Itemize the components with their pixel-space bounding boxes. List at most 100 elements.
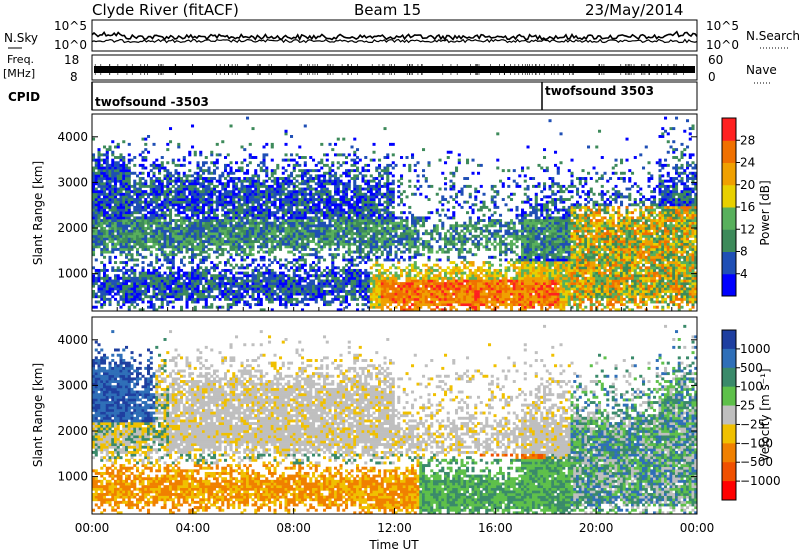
- power-cell: [339, 203, 343, 207]
- power-cell: [202, 232, 206, 236]
- power-cell: [405, 292, 409, 296]
- power-cell: [334, 255, 338, 259]
- power-cell: [169, 258, 173, 262]
- power-cell: [317, 287, 321, 291]
- power-cell: [314, 224, 318, 228]
- power-cell: [103, 229, 107, 233]
- power-cell: [169, 174, 173, 178]
- power-cell: [391, 166, 395, 170]
- power-cell: [284, 289, 288, 293]
- power-cell: [114, 247, 118, 251]
- power-cell: [224, 216, 228, 220]
- power-cell: [207, 219, 211, 222]
- power-cell: [312, 200, 316, 204]
- power-cell: [243, 226, 247, 230]
- power-cell: [331, 219, 335, 222]
- power-cell: [265, 200, 269, 204]
- power-cell: [375, 205, 379, 209]
- power-cell: [259, 216, 263, 220]
- power-cell: [339, 295, 343, 299]
- power-cell: [163, 234, 167, 238]
- power-cell: [345, 224, 349, 228]
- power-cell: [276, 276, 280, 280]
- power-cell: [185, 242, 189, 246]
- power-cell: [237, 229, 241, 233]
- power-cell: [215, 276, 219, 280]
- power-cell: [191, 221, 195, 225]
- power-cell: [133, 221, 137, 225]
- freq-tick-top: 18: [64, 53, 79, 67]
- power-cell: [254, 174, 258, 178]
- power-cell: [130, 184, 134, 188]
- power-cell: [339, 221, 343, 225]
- power-cell: [141, 226, 145, 230]
- power-cell: [171, 287, 175, 291]
- power-cell: [372, 211, 376, 215]
- power-cell: [391, 187, 395, 191]
- power-cell: [221, 289, 225, 293]
- power-cell: [358, 253, 362, 257]
- power-cell: [127, 287, 131, 291]
- power-cell: [114, 163, 118, 167]
- power-cell: [287, 292, 291, 296]
- power-cell: [166, 266, 170, 270]
- power-cell: [339, 153, 343, 157]
- power-cell: [325, 303, 329, 307]
- power-cell: [259, 274, 263, 278]
- power-cell: [259, 234, 263, 238]
- power-cell: [105, 163, 109, 167]
- power-cell: [400, 211, 404, 215]
- power-cell: [111, 237, 115, 241]
- power-cell: [221, 253, 225, 257]
- power-cell: [138, 234, 142, 238]
- power-cell: [122, 274, 126, 278]
- power-cell: [240, 219, 244, 222]
- power-cell: [191, 216, 195, 220]
- power-cell: [133, 179, 137, 183]
- power-cell: [196, 292, 200, 296]
- power-cell: [202, 208, 206, 212]
- power-cell: [389, 258, 393, 262]
- power-cell: [116, 161, 120, 165]
- power-cell: [103, 266, 107, 270]
- power-cell: [317, 208, 321, 212]
- power-cell: [152, 274, 156, 278]
- power-cell: [221, 224, 225, 228]
- power-cell: [405, 266, 409, 270]
- power-cell: [119, 240, 123, 244]
- power-cell: [193, 297, 197, 301]
- power-cell: [397, 292, 401, 296]
- power-cell: [265, 237, 269, 241]
- power-cell: [111, 140, 115, 144]
- power-cell: [130, 198, 134, 201]
- power-cell: [279, 279, 283, 283]
- power-cell: [281, 242, 285, 246]
- power-cell: [177, 240, 181, 244]
- power-cell: [389, 266, 393, 270]
- power-cell: [397, 195, 401, 199]
- power-cell: [367, 169, 371, 173]
- power-cell: [210, 287, 214, 291]
- power-cell: [119, 169, 123, 173]
- power-cell: [229, 219, 233, 222]
- power-cell: [92, 237, 96, 241]
- power-cell: [281, 198, 285, 201]
- power-cell: [314, 253, 318, 257]
- power-cell: [122, 169, 126, 173]
- power-cell: [171, 292, 175, 296]
- power-cell: [251, 247, 255, 251]
- power-cell: [237, 166, 241, 170]
- power-cell: [312, 297, 316, 301]
- power-cell: [298, 268, 302, 272]
- power-cell: [257, 295, 261, 299]
- power-cell: [193, 205, 197, 209]
- power-cell: [122, 187, 126, 191]
- power-cell: [306, 297, 310, 301]
- power-cell: [287, 205, 291, 209]
- power-cell: [408, 163, 412, 167]
- power-cell: [127, 276, 131, 280]
- power-cell: [169, 237, 173, 241]
- power-cell: [111, 240, 115, 244]
- power-cell: [232, 182, 236, 186]
- power-cell: [149, 184, 153, 188]
